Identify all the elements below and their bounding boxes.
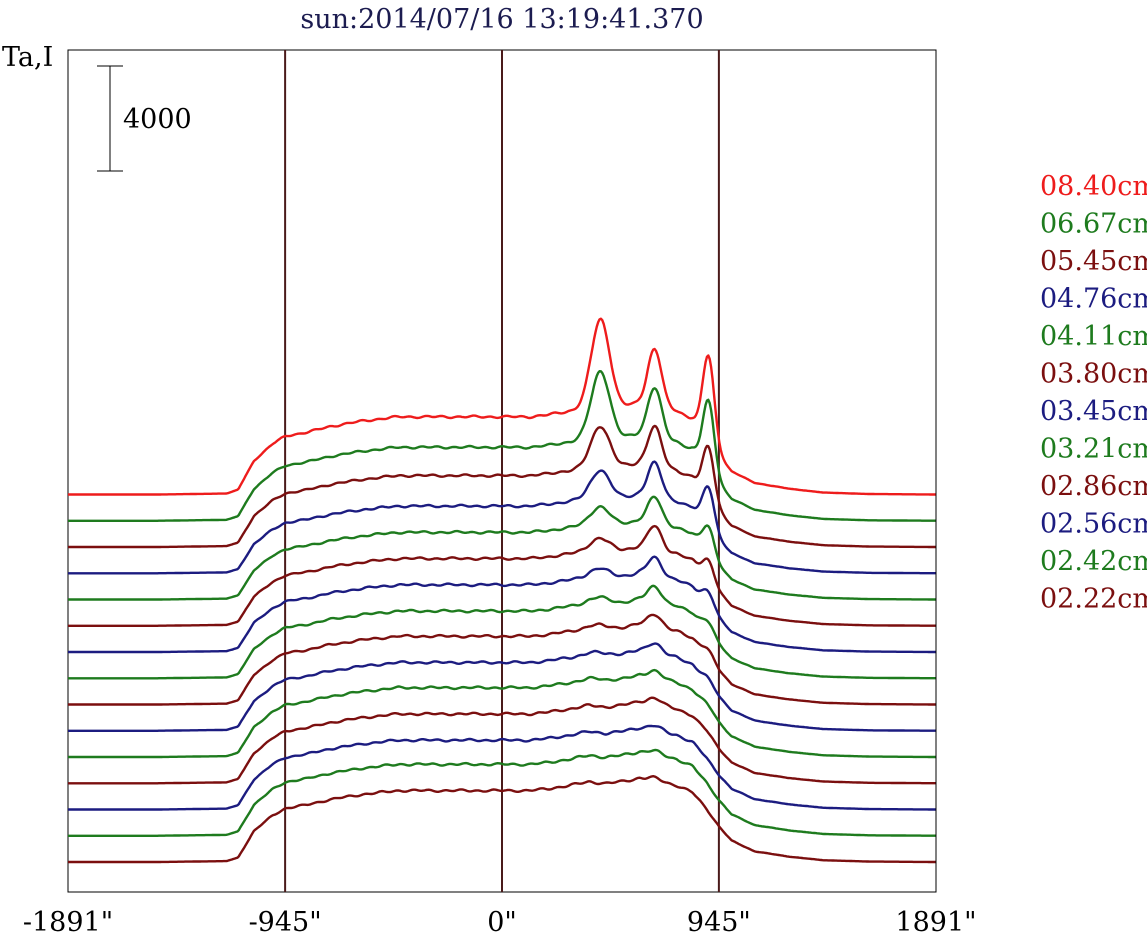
legend-item-2: 05.45cm	[1040, 246, 1147, 277]
legend-item-3: 04.76cm	[1040, 284, 1147, 315]
legend-item-9: 02.56cm	[1040, 509, 1147, 540]
series-line-9	[68, 642, 936, 732]
legend-item-10: 02.42cm	[1040, 546, 1147, 577]
y-axis-label: Ta,I	[2, 42, 53, 73]
series-line-5	[68, 524, 936, 627]
series-line-1	[68, 370, 936, 522]
vertical-lines	[284, 50, 720, 892]
series-line-3	[68, 460, 936, 575]
series-lines	[68, 317, 936, 864]
series-line-0	[68, 317, 936, 496]
series-line-2	[68, 424, 936, 549]
legend-item-1: 06.67cm	[1040, 209, 1147, 240]
legend-item-0: 08.40cm	[1040, 171, 1147, 202]
series-line-6	[68, 555, 936, 654]
legend-item-11: 02.22cm	[1040, 584, 1147, 615]
x-tick-labels: -1891" -945" 0" 945" 1891"	[23, 907, 977, 938]
x-tick-label-2: 0"	[487, 907, 517, 938]
legend-item-6: 03.45cm	[1040, 396, 1147, 427]
x-tick-label-3: 945"	[687, 907, 751, 938]
chart-title: sun:2014/07/16 13:19:41.370	[300, 4, 703, 35]
x-tick-label-4: 1891"	[895, 907, 976, 938]
scale-bar-label: 4000	[123, 104, 192, 135]
legend-item-5: 03.80cm	[1040, 359, 1147, 390]
legend-item-7: 03.21cm	[1040, 434, 1147, 465]
legend-item-4: 04.11cm	[1040, 321, 1147, 352]
series-line-14	[68, 775, 936, 864]
series-line-4	[68, 495, 936, 601]
legend-item-8: 02.86cm	[1040, 471, 1147, 502]
scale-bar: 4000	[97, 65, 192, 172]
series-line-12	[68, 724, 936, 811]
series-line-11	[68, 696, 936, 785]
x-tick-label-1: -945"	[249, 907, 322, 938]
series-line-7	[68, 584, 936, 680]
x-tick-label-0: -1891"	[23, 907, 113, 938]
series-line-10	[68, 668, 936, 759]
series-line-8	[68, 613, 936, 706]
legend: 08.40cm 06.67cm 05.45cm 04.76cm 04.11cm 03.80…	[1040, 171, 1147, 615]
series-line-13	[68, 748, 936, 837]
